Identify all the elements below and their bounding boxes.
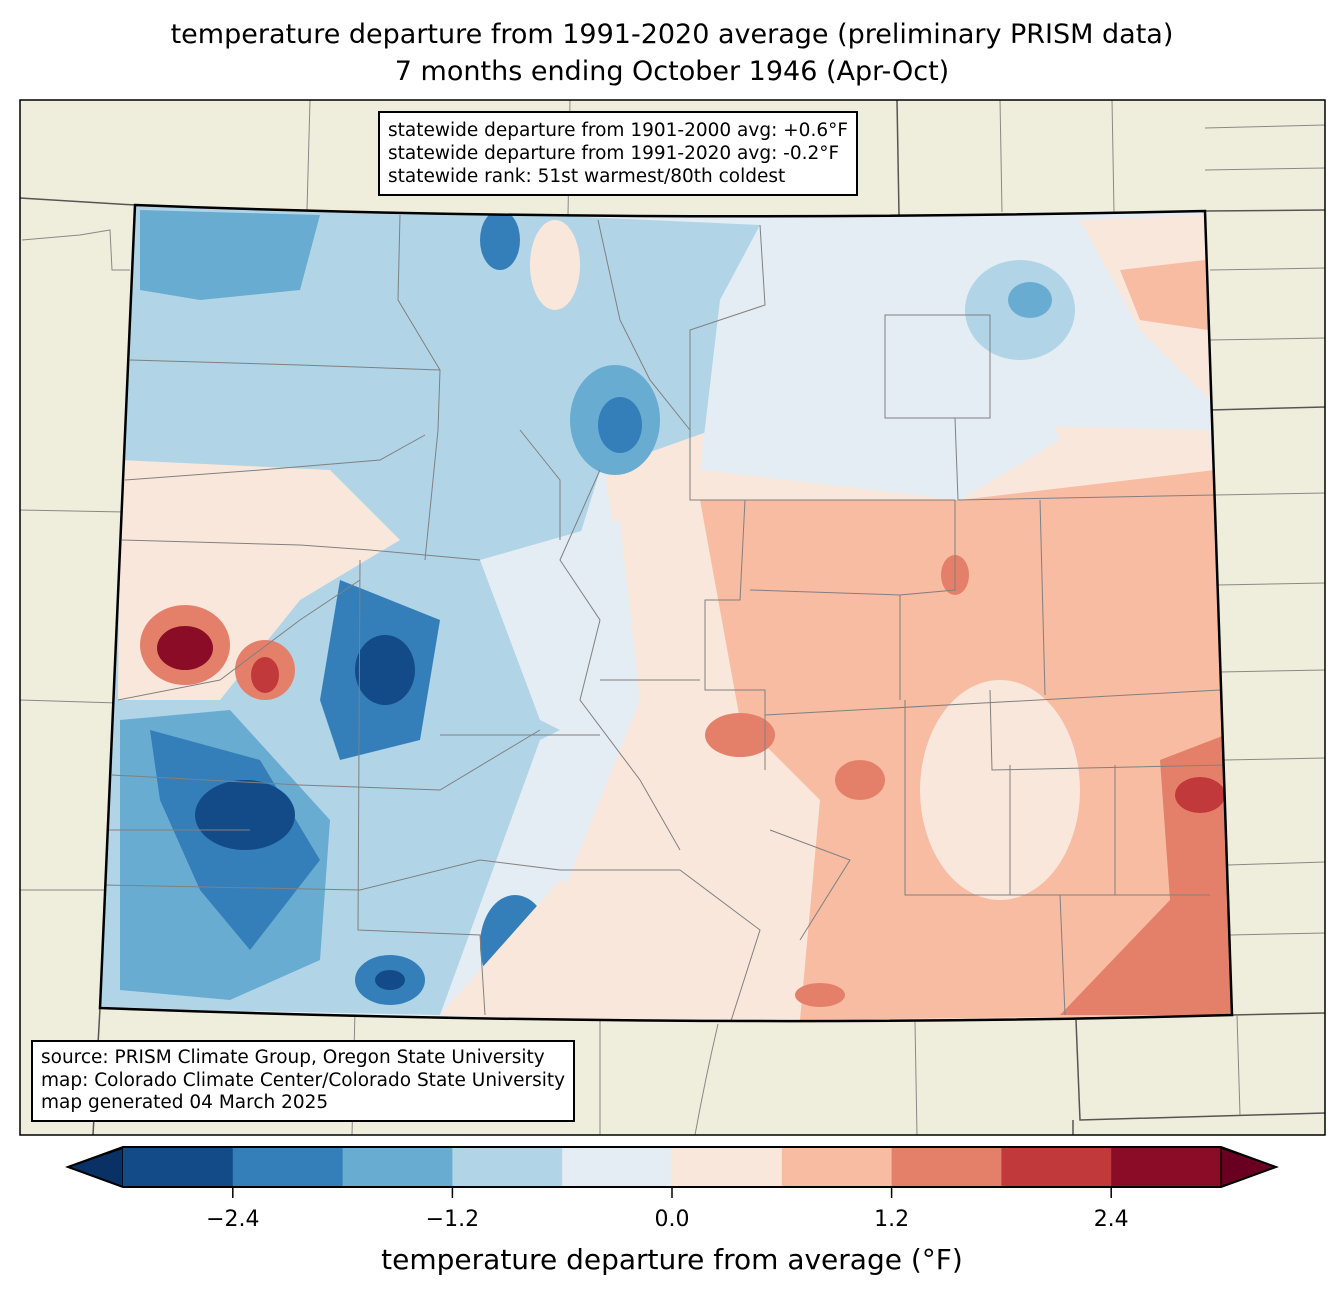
county-lines: [104, 214, 1226, 1022]
credits-map: map: Colorado Climate Center/Colorado St…: [41, 1069, 566, 1091]
colorbar-tick-label: −2.4: [206, 1207, 260, 1232]
credits-generated: map generated 04 March 2025: [41, 1092, 329, 1113]
colorbar-bin: [781, 1147, 893, 1187]
colorbar-bin: [232, 1147, 344, 1187]
credits-source: source: PRISM Climate Group, Oregon Stat…: [41, 1047, 545, 1068]
stats-1991-2020-departure: statewide departure from 1991-2020 avg: …: [388, 143, 840, 164]
neighbor-county-lines: [20, 100, 1325, 1135]
colorbar-bin: [891, 1147, 1002, 1187]
colorbar-bin: [342, 1147, 453, 1187]
colorbar-bin: [123, 1147, 234, 1187]
colorbar-label: temperature departure from average (°F): [381, 1243, 963, 1276]
colorbar-over-extension: [1220, 1146, 1279, 1189]
colorbar-tick-label: −1.2: [425, 1207, 480, 1232]
stats-rank: statewide rank: 51st warmest/80th coldes…: [388, 166, 786, 187]
statewide-stats-box: statewide departure from 1901-2000 avg: …: [378, 111, 858, 196]
colorbar-bin: [1111, 1147, 1222, 1187]
colorbar-bin: [1001, 1147, 1112, 1187]
colorbar-tick-label: 0.0: [654, 1207, 690, 1232]
colorbar: [65, 1146, 1279, 1198]
colorbar-bin: [562, 1147, 673, 1187]
colorbar-under-extension: [65, 1146, 124, 1189]
stats-1901-2000-departure: statewide departure from 1901-2000 avg: …: [388, 120, 848, 141]
map-title: temperature departure from 1991-2020 ave…: [170, 19, 1174, 50]
colorbar-bin: [452, 1147, 563, 1187]
colorbar-tick-label: 2.4: [1093, 1207, 1129, 1232]
colorbar-bin: [672, 1147, 783, 1187]
temperature-departure-field: [100, 205, 1232, 1022]
map-frame: [19, 99, 1326, 1136]
colorado-state-border: [98, 203, 1234, 1023]
colorbar-tick-label: 1.2: [874, 1207, 910, 1232]
map-subtitle: 7 months ending October 1946 (Apr-Oct): [394, 56, 950, 87]
credits-box: source: PRISM Climate Group, Oregon Stat…: [31, 1040, 576, 1122]
